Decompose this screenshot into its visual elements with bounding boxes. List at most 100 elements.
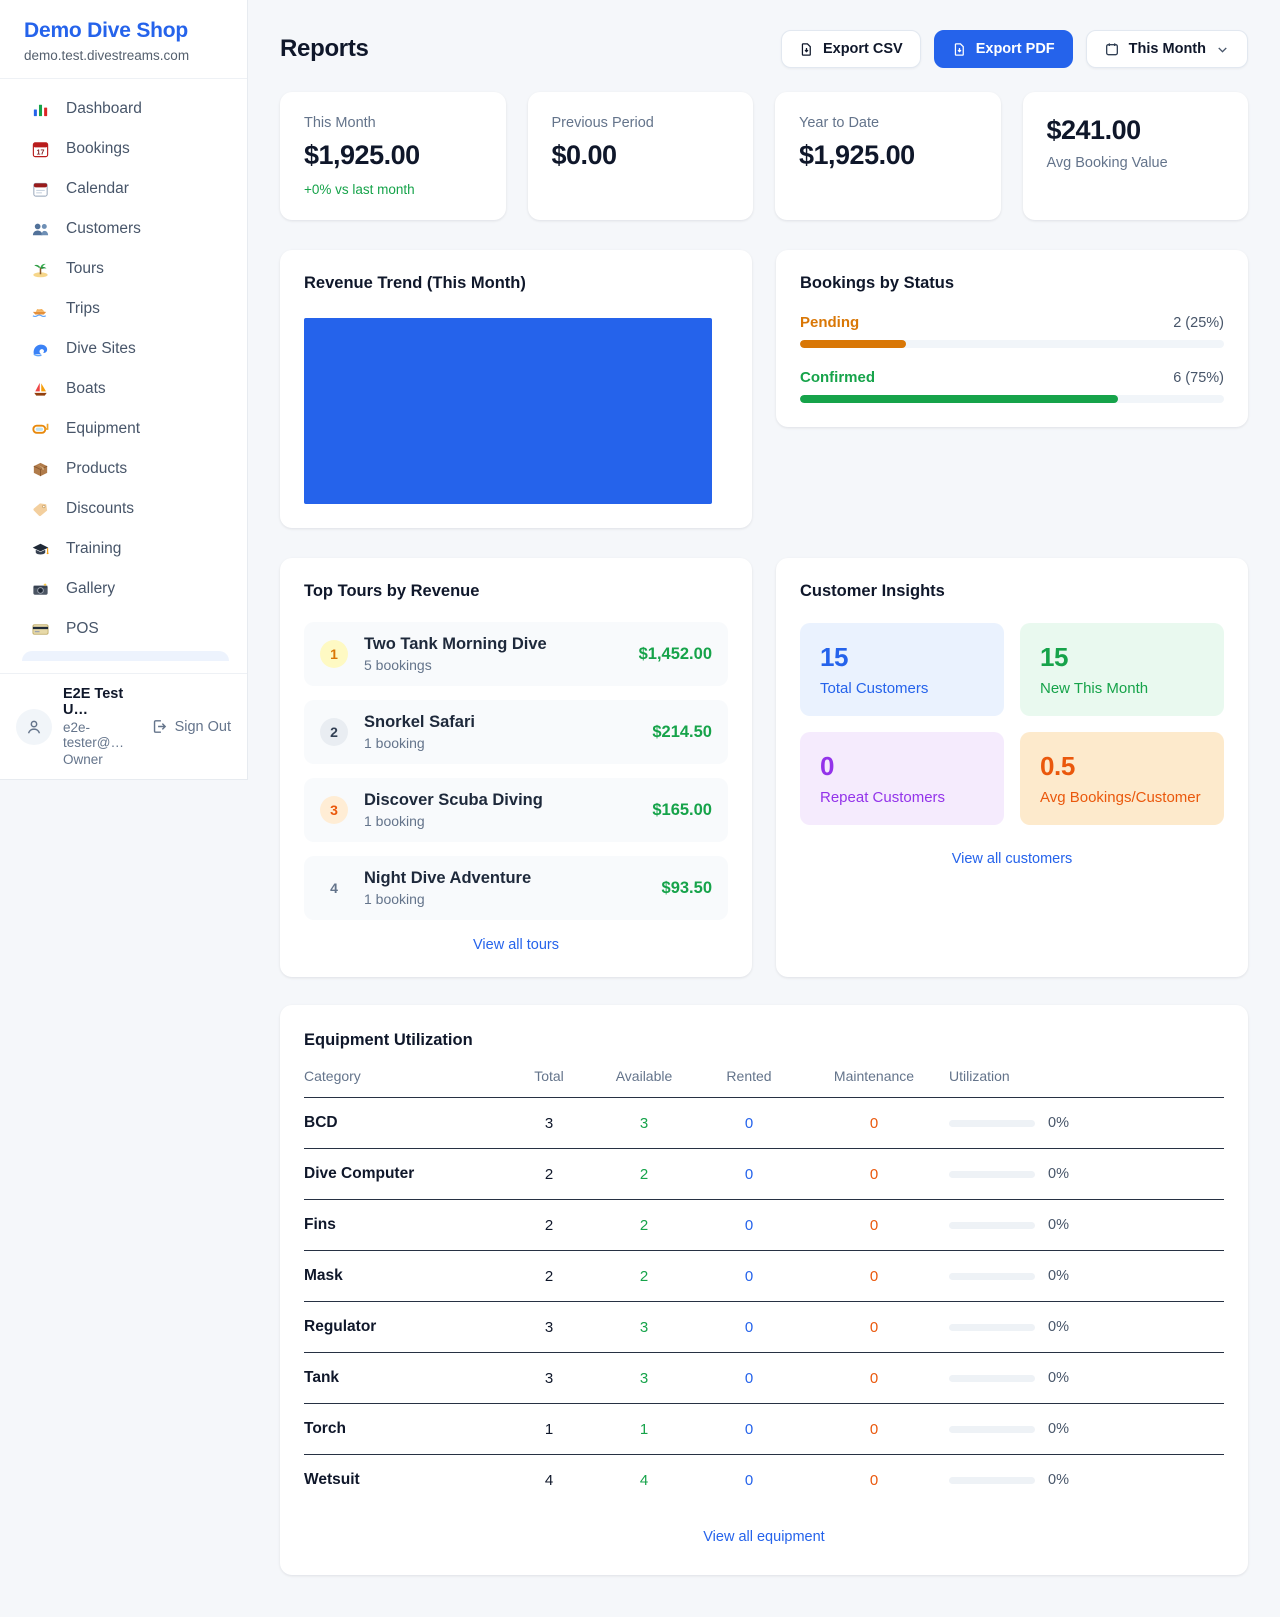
utilization-progress-track (949, 1221, 1035, 1229)
dive-mask-icon (30, 419, 50, 439)
camera-icon (30, 579, 50, 599)
sidebar-item-label: Dashboard (66, 100, 142, 117)
utilization-progress-track (949, 1425, 1035, 1433)
utilization-percent: 0% (1048, 1268, 1069, 1284)
bookings-by-status-title: Bookings by Status (800, 274, 955, 292)
stat-value: $241.00 (1046, 115, 1142, 145)
user-email: e2e-tester@… (63, 720, 124, 750)
tour-name: Discover Scuba Diving (364, 791, 543, 809)
sidebar-item-tours[interactable]: Tours (12, 249, 235, 289)
person-icon (27, 720, 41, 733)
sidebar-item-equipment[interactable]: Equipment (12, 409, 235, 449)
wave-icon (30, 339, 50, 359)
stat-label: Avg Booking Value (1046, 155, 1168, 171)
island-icon (30, 259, 50, 279)
sidebar-item-discounts[interactable]: Discounts (12, 489, 235, 529)
utilization-progress-track (949, 1119, 1035, 1127)
rank-badge: 3 (320, 796, 348, 824)
sidebar-item-dive-sites[interactable]: Dive Sites (12, 329, 235, 369)
sidebar-item-gallery[interactable]: Gallery (12, 569, 235, 609)
sidebar-item-pos[interactable]: POS (12, 609, 235, 649)
equipment-utilization-cell: 0% (949, 1268, 1224, 1284)
tour-revenue: $165.00 (652, 800, 712, 819)
insight-tile: 0.5 Avg Bookings/Customer (1020, 732, 1224, 825)
table-row: BCD 3 3 0 0 0% (304, 1098, 1224, 1149)
sidebar-item-trips[interactable]: Trips (12, 289, 235, 329)
sidebar-item-boats[interactable]: Boats (12, 369, 235, 409)
utilization-percent: 0% (1048, 1319, 1069, 1335)
view-all-equipment-link[interactable]: View all equipment (703, 1529, 825, 1545)
sidebar-item-bookings[interactable]: 17 Bookings (12, 129, 235, 169)
sidebar-item-label: Products (66, 460, 128, 477)
tour-bookings: 1 booking (364, 891, 425, 907)
column-header-utilization: Utilization (949, 1068, 1010, 1084)
rank-badge: 2 (320, 718, 348, 746)
insight-grid: 15 Total Customers 15 New This Month 0 R… (800, 623, 1224, 825)
sidebar-item-label: Customers (66, 220, 141, 237)
export-csv-button[interactable]: Export CSV (780, 30, 921, 68)
status-count: 6 (75%) (1173, 370, 1224, 386)
stat-delta: +0% vs last month (304, 182, 415, 197)
sidebar-item-label: Boats (66, 380, 106, 397)
column-header-maintenance: Maintenance (833, 1068, 915, 1084)
customer-insights-title: Customer Insights (800, 582, 945, 600)
user-section: E2E Test U… e2e-tester@… Owner Sign Out (0, 673, 247, 779)
tour-revenue: $1,452.00 (638, 644, 712, 663)
tour-bookings: 1 booking (364, 735, 425, 751)
bookings-by-status-card: Bookings by Status Pending 2 (25%) (776, 250, 1248, 427)
view-all-tours-link[interactable]: View all tours (473, 937, 559, 953)
view-all-customers-link[interactable]: View all customers (951, 851, 1073, 867)
utilization-progress-track (949, 1476, 1035, 1484)
people-icon (30, 219, 50, 239)
insight-value: 15 (1040, 642, 1069, 672)
sailboat-icon (30, 379, 50, 399)
equipment-total: 3 (544, 1114, 554, 1132)
status-count: 2 (25%) (1173, 315, 1224, 331)
status-list: Pending 2 (25%) Confirmed 6 (75%) (800, 314, 1224, 403)
sidebar-item-training[interactable]: Training (12, 529, 235, 569)
chevron-down-icon (1218, 46, 1227, 53)
column-header-total: Total (534, 1068, 564, 1084)
sidebar-item-dashboard[interactable]: Dashboard (12, 89, 235, 129)
equipment-available: 3 (639, 1114, 649, 1132)
equipment-rented: 0 (744, 1216, 754, 1234)
svg-text:17: 17 (36, 148, 44, 156)
equipment-available: 2 (639, 1216, 649, 1234)
sidebar-item-label: Trips (66, 300, 100, 317)
equipment-rented: 0 (744, 1165, 754, 1183)
insight-label: Total Customers (820, 680, 929, 697)
insight-tile: 0 Repeat Customers (800, 732, 1004, 825)
tour-bookings: 1 booking (364, 813, 425, 829)
stat-card-previous-period: Previous Period $0.00 (527, 92, 753, 220)
stat-value: $1,925.00 (799, 140, 915, 170)
equipment-utilization-card: Equipment Utilization Category Total Ava… (280, 1005, 1248, 1575)
equipment-available: 2 (639, 1165, 649, 1183)
speedboat-icon (30, 299, 50, 319)
sidebar-item-customers[interactable]: Customers (12, 209, 235, 249)
top-tours-card: Top Tours by Revenue 1 Two Tank Morning … (280, 558, 752, 977)
revenue-trend-title: Revenue Trend (This Month) (304, 274, 526, 292)
bar-chart-icon (30, 99, 50, 119)
tour-row: 1 Two Tank Morning Dive 5 bookings $1,45… (304, 622, 728, 686)
charts-row: Revenue Trend (This Month) Bookings by S… (280, 250, 1248, 528)
period-dropdown[interactable]: This Month (1085, 30, 1248, 68)
insight-label: Repeat Customers (820, 789, 946, 806)
sidebar-item-products[interactable]: Products (12, 449, 235, 489)
sign-out-button[interactable]: Sign Out (151, 718, 231, 735)
equipment-utilization-cell: 0% (949, 1319, 1224, 1335)
status-progress-track (800, 340, 1224, 348)
column-header-category: Category (304, 1068, 361, 1084)
export-pdf-button[interactable]: Export PDF (933, 30, 1073, 68)
sidebar-item-calendar[interactable]: Calendar (12, 169, 235, 209)
equipment-maintenance: 0 (869, 1471, 879, 1489)
status-progress-fill (800, 395, 1118, 403)
status-row: Confirmed 6 (75%) (800, 369, 1224, 403)
equipment-rented: 0 (744, 1267, 754, 1285)
export-pdf-label: Export PDF (975, 41, 1055, 57)
utilization-progress-track (949, 1272, 1035, 1280)
tour-row: 4 Night Dive Adventure 1 booking $93.50 (304, 856, 728, 920)
sidebar-item-partial-active[interactable] (22, 651, 229, 661)
equipment-available: 3 (639, 1369, 649, 1387)
main-content: Reports Export CSV Export PDF This Month (248, 0, 1280, 1617)
equipment-total: 2 (544, 1267, 554, 1285)
